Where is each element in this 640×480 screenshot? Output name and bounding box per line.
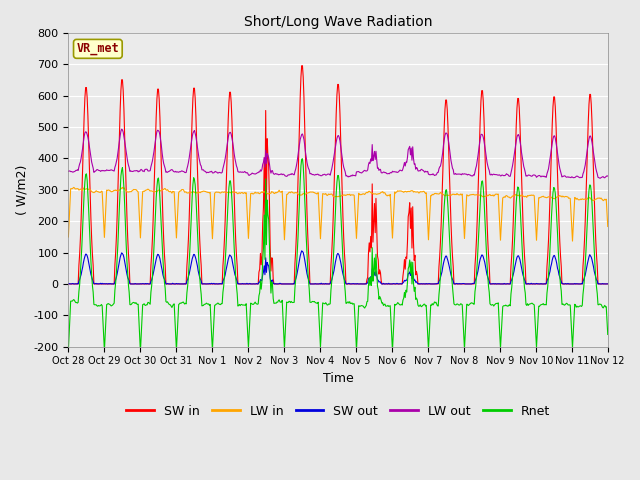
Title: Short/Long Wave Radiation: Short/Long Wave Radiation xyxy=(244,15,433,29)
Text: VR_met: VR_met xyxy=(77,42,119,55)
Y-axis label: ( W/m2): ( W/m2) xyxy=(15,165,28,215)
X-axis label: Time: Time xyxy=(323,372,353,385)
Legend: SW in, LW in, SW out, LW out, Rnet: SW in, LW in, SW out, LW out, Rnet xyxy=(122,400,555,423)
